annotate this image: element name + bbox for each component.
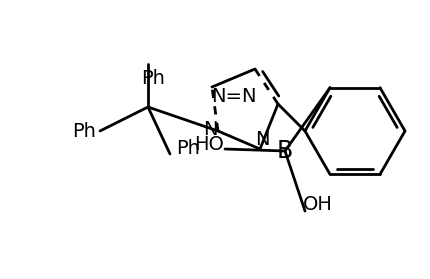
Text: OH: OH	[302, 194, 332, 213]
Text: N: N	[202, 119, 217, 138]
Text: Ph: Ph	[175, 138, 200, 158]
Text: Ph: Ph	[141, 69, 165, 88]
Text: N: N	[254, 129, 269, 148]
Text: N=N: N=N	[210, 86, 256, 105]
Text: Ph: Ph	[72, 121, 96, 141]
Text: B: B	[276, 139, 292, 163]
Text: HO: HO	[194, 134, 224, 153]
